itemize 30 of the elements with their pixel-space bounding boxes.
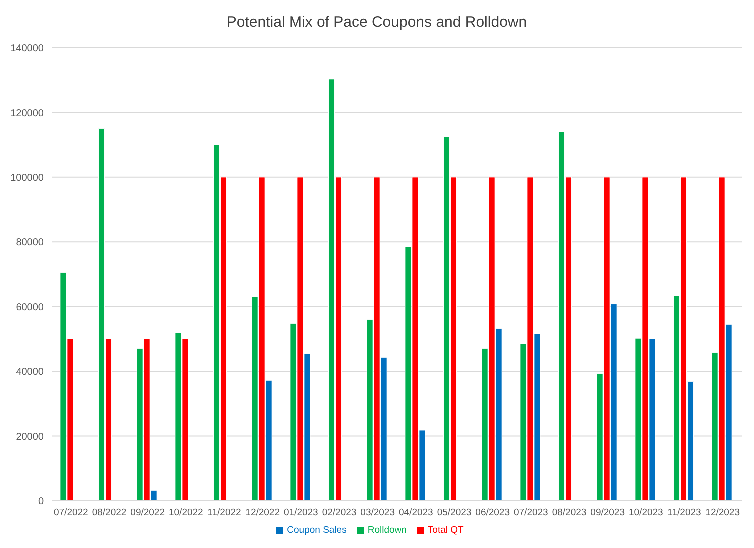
legend-label: Coupon Sales — [287, 525, 347, 536]
y-tick-label: 140000 — [10, 44, 44, 55]
legend-label: Rolldown — [368, 525, 407, 536]
y-tick-label: 60000 — [16, 302, 44, 314]
y-tick-label: 40000 — [16, 367, 44, 378]
y-tick-label: 0 — [38, 496, 44, 508]
x-tick-label: 07/2022 — [54, 508, 88, 519]
y-tick-label: 20000 — [16, 432, 44, 443]
x-tick-label: 01/2023 — [284, 508, 318, 519]
x-tick-label: 12/2023 — [706, 508, 740, 519]
y-tick-label: 80000 — [16, 238, 44, 249]
x-tick-label: 06/2023 — [476, 508, 510, 519]
x-tick-label: 11/2023 — [668, 508, 702, 519]
y-tick-label: 100000 — [10, 172, 44, 184]
chart-title: Potential Mix of Pace Coupons and Rolldown — [226, 13, 528, 33]
x-tick-label: 02/2023 — [322, 508, 357, 519]
x-tick-label: 08/2022 — [92, 508, 127, 519]
x-tick-label: 09/2022 — [130, 508, 166, 519]
x-tick-label: 03/2023 — [360, 508, 396, 519]
x-tick-label: 08/2023 — [552, 508, 587, 519]
x-tick-label: 07/2023 — [514, 508, 548, 519]
x-tick-label: 11/2022 — [208, 508, 242, 519]
x-tick-label: 10/2023 — [628, 508, 664, 519]
x-tick-label: 05/2023 — [437, 508, 472, 519]
x-tick-label: 09/2023 — [590, 508, 626, 519]
x-tick-label: 04/2023 — [398, 508, 434, 519]
y-tick-label: 120000 — [10, 108, 44, 120]
x-tick-label: 10/2022 — [168, 508, 204, 519]
x-tick-label: 12/2022 — [246, 508, 280, 519]
legend-label: Total QT — [428, 525, 464, 536]
